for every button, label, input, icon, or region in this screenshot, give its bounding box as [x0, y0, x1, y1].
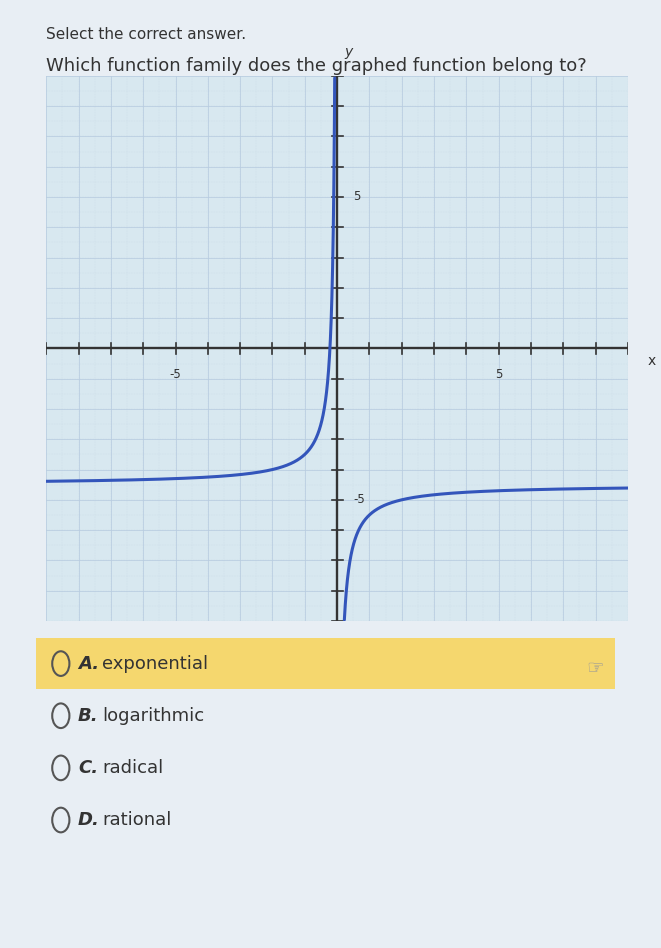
Text: Which function family does the graphed function belong to?: Which function family does the graphed f…	[46, 57, 587, 75]
Text: 5: 5	[353, 191, 361, 204]
Text: x: x	[648, 354, 656, 368]
Text: y: y	[344, 46, 352, 59]
Text: ☞: ☞	[586, 659, 603, 678]
Text: -5: -5	[170, 368, 181, 381]
Text: 5: 5	[495, 368, 502, 381]
Text: C.: C.	[78, 759, 98, 776]
Text: B.: B.	[78, 707, 98, 724]
Text: exponential: exponential	[102, 655, 209, 672]
Text: rational: rational	[102, 811, 172, 829]
Text: Select the correct answer.: Select the correct answer.	[46, 27, 247, 42]
Text: logarithmic: logarithmic	[102, 707, 205, 724]
Text: A.: A.	[78, 655, 99, 672]
Text: -5: -5	[353, 493, 365, 506]
Text: radical: radical	[102, 759, 164, 776]
Text: D.: D.	[78, 811, 100, 829]
